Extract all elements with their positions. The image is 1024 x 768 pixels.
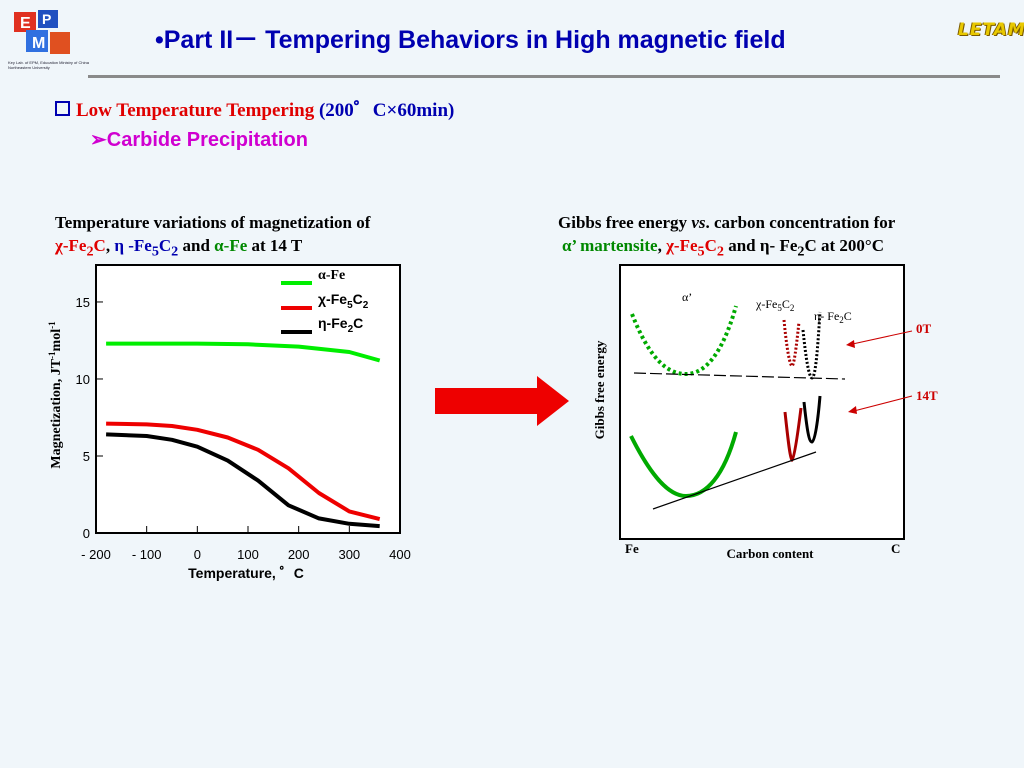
label-eta-fe2c: η- Fe2C (814, 309, 852, 325)
label-14t: 14T (916, 388, 938, 403)
caption-chi: χ-Fe2C (55, 236, 106, 260)
alpha-curve-14t (629, 431, 738, 499)
x-tick-label: 200 (288, 547, 310, 562)
svg-text:M: M (32, 35, 45, 52)
x-tick-label: 100 (237, 547, 259, 562)
svg-text:P: P (42, 11, 51, 27)
big-right-arrow-icon (435, 376, 569, 426)
y-axis-label: Magnetization, JT-1mol-1 (47, 321, 64, 469)
tangent-line-14t (652, 451, 817, 510)
series-line-0 (106, 341, 381, 363)
bullet-low-temperature-tempering: Low Temperature Tempering (200゜C×60min) (55, 95, 454, 122)
eta-curve-14t (802, 395, 822, 444)
brand-logo-text: LETAM (958, 20, 1024, 40)
caption-alpha-martensite: α’ martensite (562, 236, 658, 255)
arrow-14t (849, 395, 913, 413)
gibbs-y-axis-label: Gibbs free energy (592, 340, 607, 439)
x-axis-label: Temperature, ゜C (188, 565, 304, 581)
series-line-2 (106, 432, 380, 529)
caption-chi-carbide: χ-Fe5C2 (666, 236, 724, 260)
y-tick-label: 10 (76, 372, 90, 387)
plot-area (95, 264, 401, 534)
x-tick-label: 0 (194, 547, 201, 562)
checkbox-bullet-icon (55, 101, 70, 116)
bullet-heading: Low Temperature Tempering (76, 100, 315, 121)
arrowhead-0t-icon (846, 340, 855, 348)
slide-title: •Part II－ Tempering Behaviors in High ma… (155, 26, 786, 54)
right-chart-caption-line2: α’ martensite, χ-Fe5C2 and η- Fe2C at 20… (562, 236, 884, 260)
university-logo: E P M (14, 10, 70, 54)
x-right-label-c: C (891, 541, 900, 556)
tangent-line-0t (633, 372, 846, 380)
x-tick-label: - 100 (132, 547, 162, 562)
y-tick-label: 0 (83, 526, 90, 541)
label-0t: 0T (916, 321, 932, 336)
arrow-0t (847, 330, 913, 346)
right-chart-caption-line1: Gibbs free energy vs. carbon concentrati… (558, 213, 896, 232)
caption-eta-carbide: η- Fe2C at 200°C (759, 236, 884, 260)
svg-text:E: E (20, 15, 31, 32)
label-chi-fe5c2: χ-Fe5C2 (755, 297, 794, 313)
legend-label-0: α-Fe (318, 268, 345, 283)
caption-alpha: α-Fe (214, 236, 248, 255)
left-chart-caption-line2: χ-Fe2C, η -Fe5C2 and α-Fe at 14 T (55, 236, 303, 260)
title-divider (88, 75, 1000, 78)
diagram-area (619, 264, 905, 540)
logo-caption: Key Lab. of EPM, Education Ministry of C… (8, 60, 89, 70)
x-tick-label: 300 (338, 547, 360, 562)
x-left-label-fe: Fe (625, 541, 639, 556)
x-tick-label: 400 (389, 547, 411, 562)
bullet-carbide-precipitation: ➢Carbide Precipitation (90, 129, 308, 151)
bullet-conditions: (200゜C×60min) (314, 100, 455, 121)
gibbs-x-axis-label: Carbon content (726, 546, 814, 561)
caption-eta: η -Fe5C2 (114, 236, 179, 260)
y-tick-label: 15 (76, 295, 90, 310)
series-line-1 (106, 421, 381, 522)
y-tick-label: 5 (83, 449, 90, 464)
arrowhead-14t-icon (848, 406, 857, 414)
left-chart-caption-line1: Temperature variations of magnetization … (55, 213, 371, 232)
label-alpha-prime: α’ (682, 290, 692, 304)
legend-label-2: η-Fe2C (318, 315, 363, 335)
x-tick-label: - 200 (81, 547, 111, 562)
legend-label-1: χ-Fe5C2 (318, 291, 369, 311)
